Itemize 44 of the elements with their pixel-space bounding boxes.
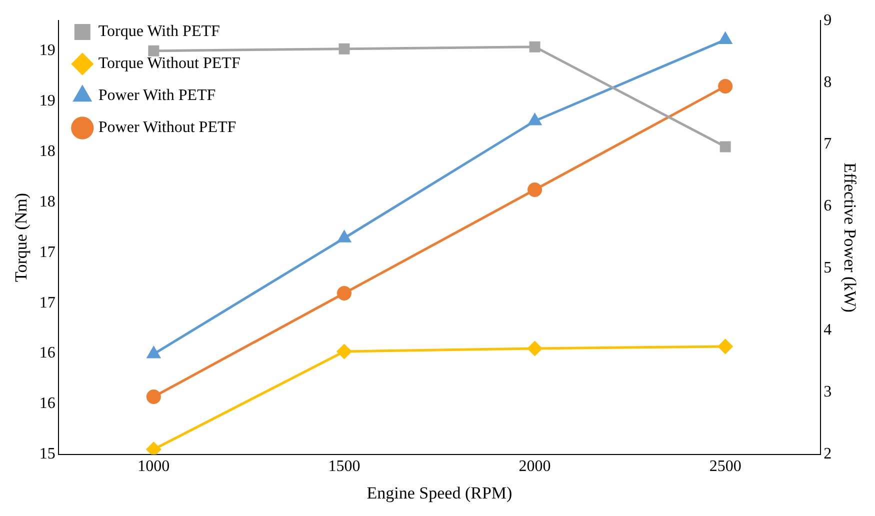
point [720,141,731,152]
y-tick-label: 19 [39,42,56,60]
y-axis-title: Torque (Nm) [12,193,31,282]
y-tick-label: 18 [39,142,56,160]
point [148,45,160,56]
legend-label: Power Without PETF [98,119,236,136]
y-tick-label: 16 [39,344,56,362]
legend-label: Power With PETF [98,87,216,104]
point [718,79,733,94]
point [146,442,161,454]
y2-tick-label: 7 [824,136,832,153]
y2-tick-label: 2 [824,446,832,463]
y2-tick-label: 8 [824,74,832,91]
y2-tick-label: 5 [824,260,832,277]
y-tick-label: 17 [39,294,56,312]
point [338,230,351,242]
x-tick-label: 1500 [328,458,360,476]
y2-tick-label: 3 [824,384,832,401]
y-tick-label: 16 [39,395,56,412]
point [718,339,733,354]
x-tick-label: 1000 [138,458,170,476]
point [718,32,732,44]
y2-tick-label: 9 [824,12,832,29]
point [147,346,160,358]
x-tick-label: 2000 [518,458,551,476]
y-tick-label: 19 [39,92,56,110]
point [528,182,542,198]
y-tick-label: 15 [39,446,56,463]
y2-tick-label: 6 [824,198,832,215]
x-tick-label: 2500 [709,458,742,476]
point [338,43,350,54]
y2-tick-label: 4 [824,322,832,339]
legend-label: Torque Without PETF [98,55,240,72]
point [336,286,352,301]
y-tick-label: 18 [39,193,56,210]
point [146,390,161,404]
point [336,344,352,359]
point [528,341,542,356]
point [528,114,542,126]
y-tick-label: 17 [39,244,56,261]
legend-label: Torque With PETF [98,23,220,40]
x-axis-title: Engine Speed (RPM) [366,483,512,502]
point [529,41,540,52]
y2-axis-title: Effective Power (kW) [840,162,860,312]
